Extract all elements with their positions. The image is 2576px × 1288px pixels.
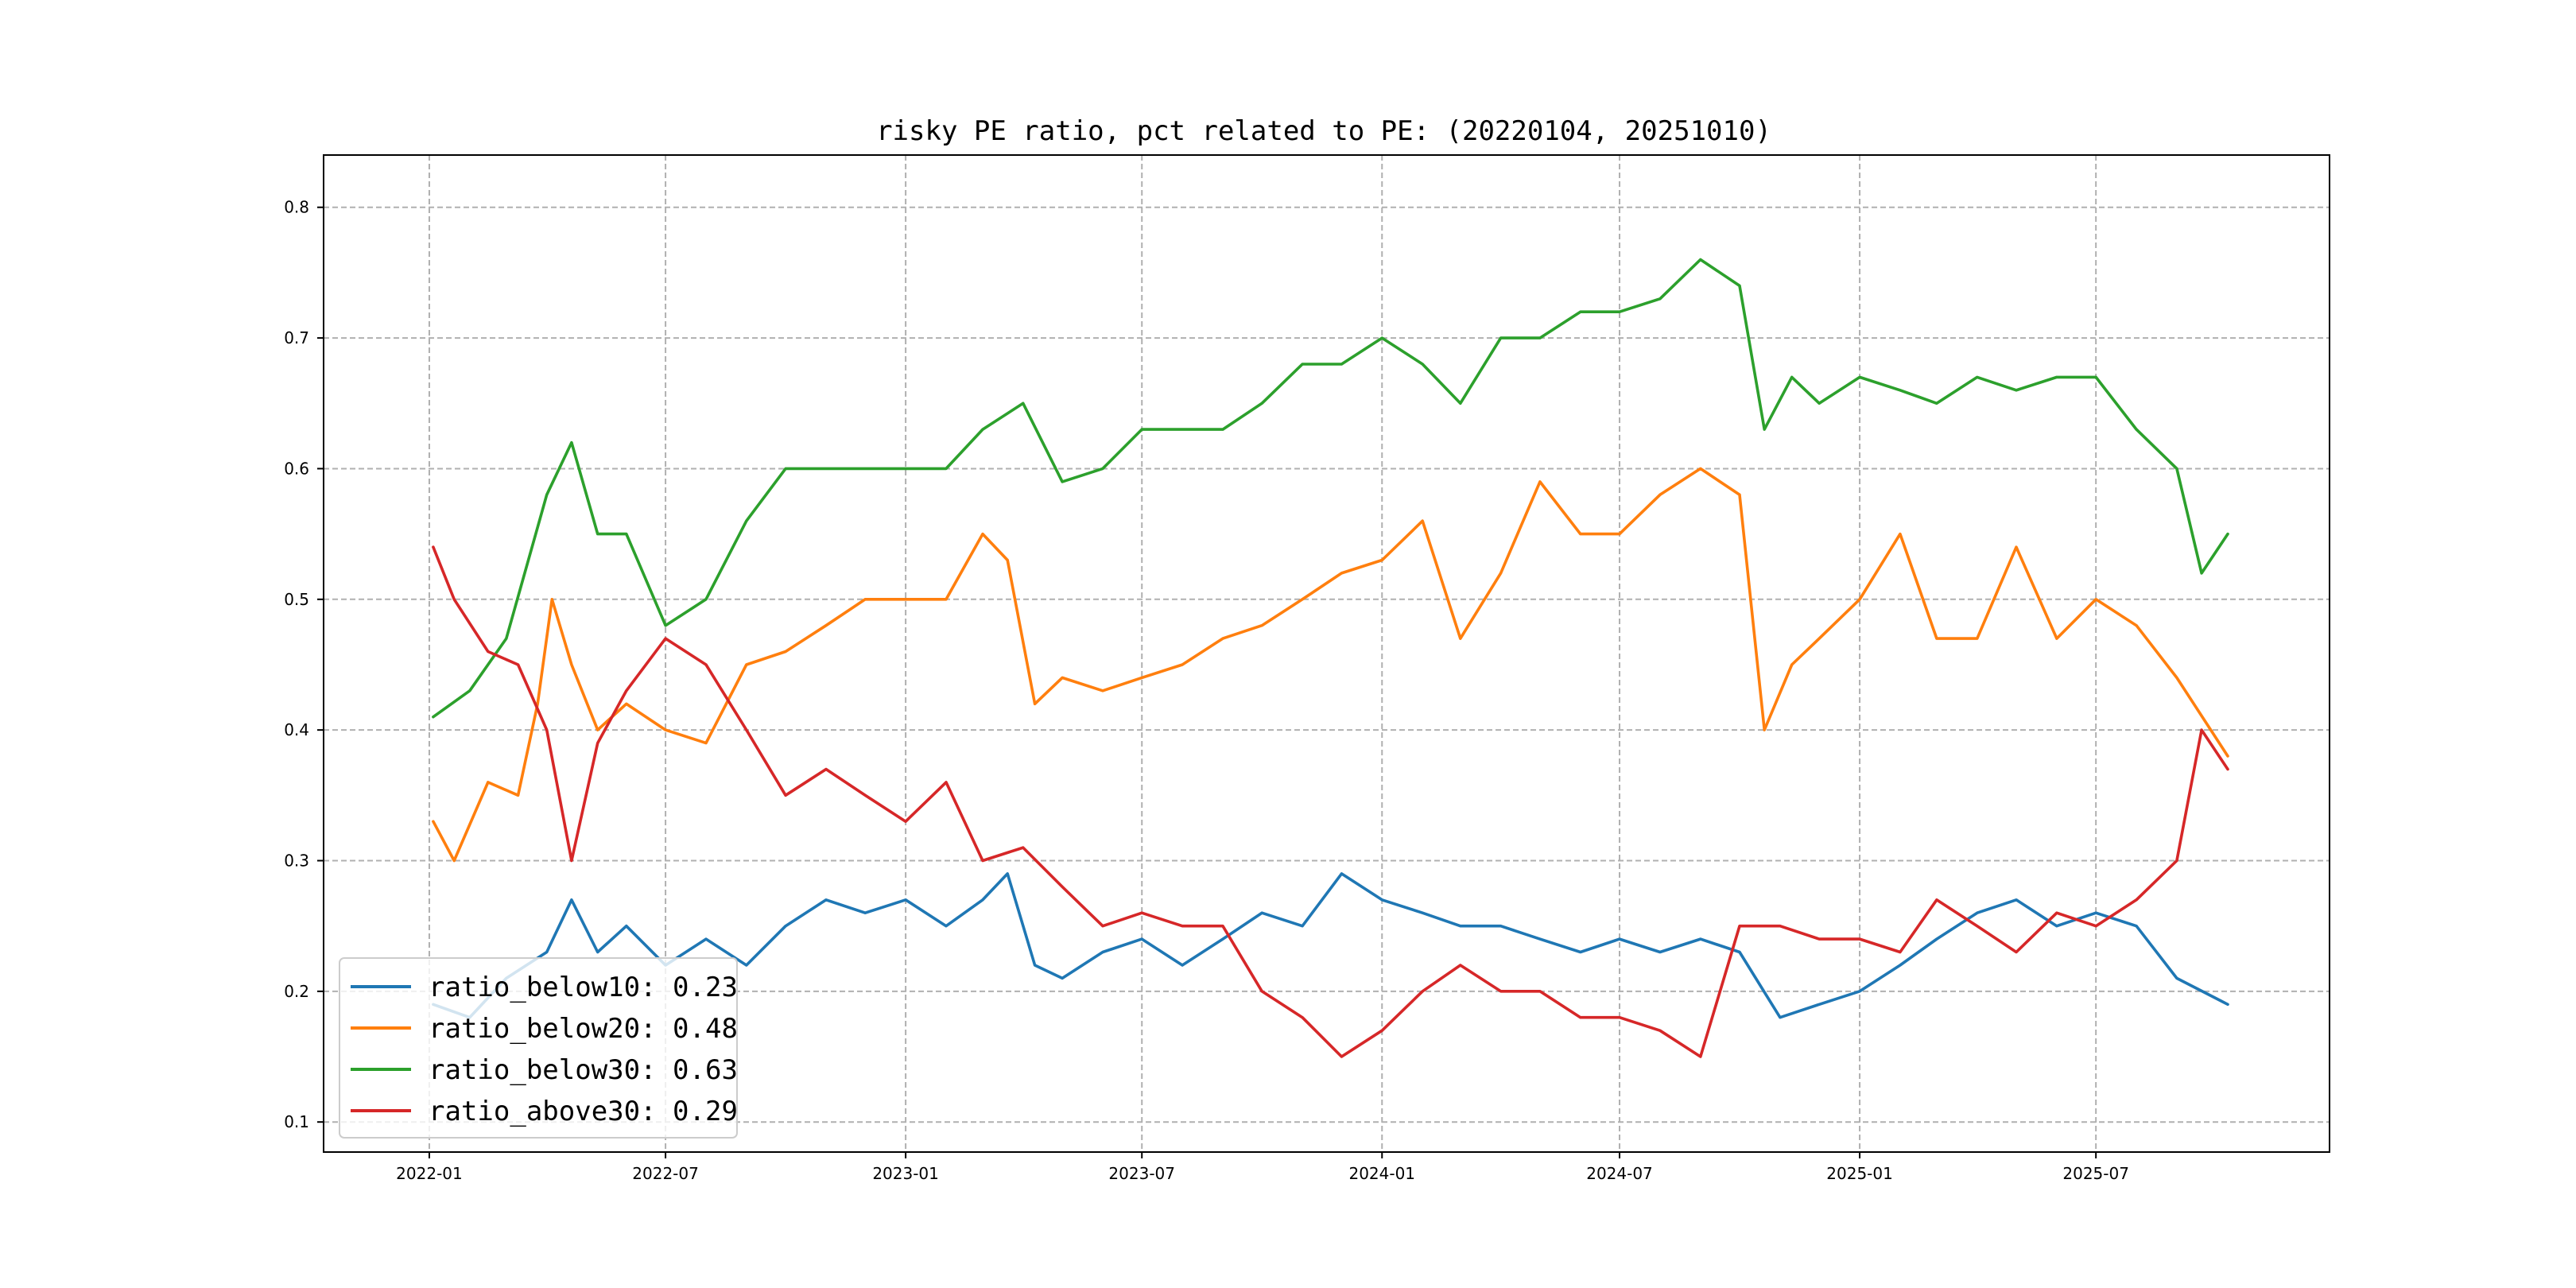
x-tick-label: 2024-07 <box>1586 1164 1653 1183</box>
x-tick-label: 2025-01 <box>1826 1164 1893 1183</box>
legend-label: ratio_above30: 0.29 <box>429 1096 738 1127</box>
series-line-ratio-below30 <box>432 258 2229 719</box>
series-line-ratio-above30 <box>432 545 2229 1058</box>
series-layer <box>432 258 2229 1058</box>
series-line-ratio-below20 <box>432 467 2229 863</box>
x-tick-label: 2024-01 <box>1348 1164 1415 1183</box>
y-tick-label: 0.4 <box>284 720 309 739</box>
y-tick-label: 0.2 <box>284 982 309 1001</box>
y-tick-label: 0.3 <box>284 851 309 870</box>
y-tick-label: 0.6 <box>284 459 309 478</box>
chart-title: risky PE ratio, pct related to PE: (2022… <box>876 115 1771 147</box>
legend-label: ratio_below20: 0.48 <box>429 1013 738 1045</box>
y-tick-label: 0.7 <box>284 328 309 347</box>
legend-box <box>339 957 738 1139</box>
legend: ratio_below10: 0.23 ratio_below20: 0.48 ra… <box>339 957 738 1139</box>
legend-label: ratio_below10: 0.23 <box>429 972 738 1003</box>
series-line-ratio-below10 <box>432 872 2229 1019</box>
legend-label: ratio_below30: 0.63 <box>429 1054 738 1086</box>
plot-area-frame <box>323 154 2330 1153</box>
y-tick-label: 0.1 <box>284 1112 309 1131</box>
x-tick-label: 2025-07 <box>2062 1164 2129 1183</box>
axis-ticks: 2022-01 2022-07 2023-01 2023-07 2024-01 2024-… <box>284 198 2129 1183</box>
x-tick-label: 2022-07 <box>632 1164 699 1183</box>
x-tick-label: 2023-07 <box>1108 1164 1175 1183</box>
x-tick-label: 2023-01 <box>872 1164 939 1183</box>
x-tick-label: 2022-01 <box>396 1164 463 1183</box>
y-tick-label: 0.8 <box>284 198 309 217</box>
y-tick-label: 0.5 <box>284 590 309 609</box>
